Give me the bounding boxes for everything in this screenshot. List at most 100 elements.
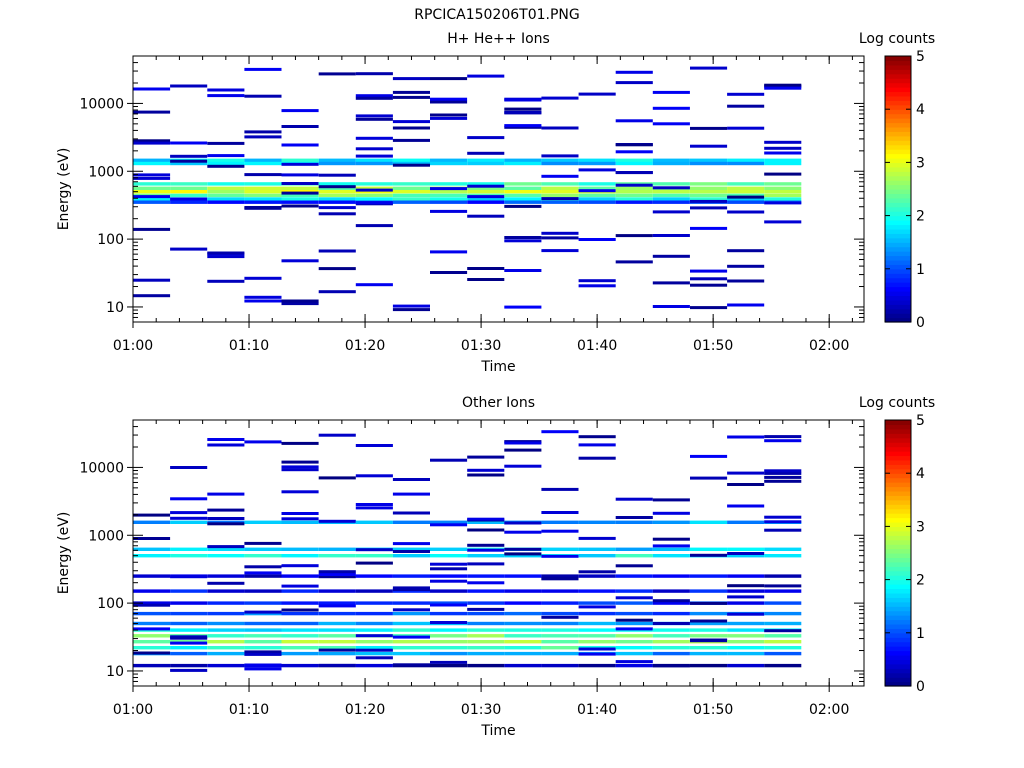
heatmap-cell xyxy=(467,607,505,611)
heatmap-cell xyxy=(504,574,542,578)
colorbar-segment xyxy=(885,153,911,159)
heatmap-cell xyxy=(652,622,690,625)
heatmap-cell xyxy=(281,204,319,208)
heatmap-cell xyxy=(727,663,765,668)
heatmap-cell xyxy=(541,182,579,186)
heatmap-cell xyxy=(355,114,393,118)
heatmap-cell xyxy=(170,159,208,163)
heatmap-cell xyxy=(504,521,542,525)
heatmap-cell xyxy=(281,193,319,198)
heatmap-cell xyxy=(578,456,616,460)
heatmap-cell xyxy=(355,621,393,626)
heatmap-cell xyxy=(392,574,430,578)
colorbar-segment xyxy=(885,681,911,687)
heatmap-cell xyxy=(170,520,208,524)
colorbar-segment xyxy=(885,646,911,652)
heatmap-cell xyxy=(170,668,208,672)
heatmap-cell xyxy=(727,200,765,204)
heatmap-cell xyxy=(467,640,505,644)
heatmap-cell xyxy=(318,190,356,194)
heatmap-cell xyxy=(355,663,393,668)
heatmap-cell xyxy=(578,611,616,616)
heatmap-cell xyxy=(170,193,208,198)
x-tick-label: 01:40 xyxy=(577,702,617,718)
heatmap-cell xyxy=(170,516,208,520)
heatmap-cell xyxy=(133,186,171,190)
colorbar-segment xyxy=(885,548,911,554)
heatmap-cell xyxy=(578,574,616,578)
heatmap-cell xyxy=(318,267,356,271)
heatmap-cell xyxy=(392,120,430,124)
colorbar-segment xyxy=(885,663,911,669)
heatmap-cell xyxy=(578,570,616,574)
colorbar-segment xyxy=(885,654,911,660)
heatmap-cell xyxy=(281,574,319,578)
heatmap-cell xyxy=(207,186,245,190)
heatmap-cell xyxy=(133,182,171,186)
colorbar-tick-label: 5 xyxy=(916,49,925,65)
heatmap-cell xyxy=(392,182,430,186)
heatmap-cell xyxy=(133,537,171,540)
heatmap-cell xyxy=(615,197,653,201)
heatmap-cell xyxy=(207,651,245,656)
heatmap-cell xyxy=(355,520,393,524)
heatmap-cell xyxy=(764,193,802,198)
heatmap-cell xyxy=(207,438,245,441)
heatmap-cell xyxy=(207,164,245,168)
heatmap-cell xyxy=(281,109,319,113)
heatmap-cell xyxy=(281,547,319,551)
heatmap-cell xyxy=(652,634,690,638)
heatmap-cell xyxy=(541,615,579,619)
colorbar-segment xyxy=(885,632,911,638)
heatmap-cell xyxy=(244,610,282,614)
heatmap-cell xyxy=(504,547,542,551)
figure-title: RPCICA150206T01.PNG xyxy=(414,7,579,23)
heatmap-cell xyxy=(207,628,245,632)
heatmap-cell xyxy=(578,200,616,204)
heatmap-cell xyxy=(578,663,616,668)
colorbar-segment xyxy=(885,313,911,319)
heatmap-cell xyxy=(764,197,802,201)
heatmap-cell xyxy=(727,646,765,650)
heatmap-cell xyxy=(764,646,802,650)
heatmap-cell xyxy=(467,543,505,547)
heatmap-cell xyxy=(690,161,728,166)
heatmap-cell xyxy=(430,554,468,558)
heatmap-cell xyxy=(170,466,208,469)
colorbar-segment xyxy=(885,295,911,301)
heatmap-cell xyxy=(652,122,690,126)
colorbar-segment xyxy=(885,82,911,88)
heatmap-cell xyxy=(727,628,765,632)
heatmap-cell xyxy=(764,475,802,479)
heatmap-cell xyxy=(355,634,393,638)
heatmap-cell xyxy=(578,520,616,524)
heatmap-cell xyxy=(133,161,171,166)
heatmap-cell xyxy=(652,640,690,644)
heatmap-cell xyxy=(615,193,653,198)
heatmap-cell xyxy=(281,197,319,201)
heatmap-cell xyxy=(652,305,690,308)
heatmap-cell xyxy=(541,197,579,201)
heatmap-cell xyxy=(170,497,208,501)
heatmap-cell xyxy=(207,581,245,585)
heatmap-cell xyxy=(578,628,616,632)
heatmap-cell xyxy=(541,554,579,558)
heatmap-cell xyxy=(430,197,468,201)
heatmap-cell xyxy=(504,193,542,198)
heatmap-cell xyxy=(504,601,542,605)
heatmap-cell xyxy=(392,588,430,591)
heatmap-cell xyxy=(133,200,171,204)
colorbar-segment xyxy=(885,641,911,647)
heatmap-cell xyxy=(652,651,690,656)
colorbar-segment xyxy=(885,464,911,470)
heatmap-cell xyxy=(430,562,468,566)
heatmap-cell xyxy=(207,88,245,92)
heatmap-cell xyxy=(207,154,245,158)
colorbar-segment xyxy=(885,282,911,288)
heatmap-cell xyxy=(541,174,579,178)
heatmap-cell xyxy=(764,554,802,558)
heatmap-cell xyxy=(652,547,690,551)
heatmap-cell xyxy=(727,651,765,656)
heatmap-cell xyxy=(244,295,282,299)
heatmap-cell xyxy=(244,135,282,139)
